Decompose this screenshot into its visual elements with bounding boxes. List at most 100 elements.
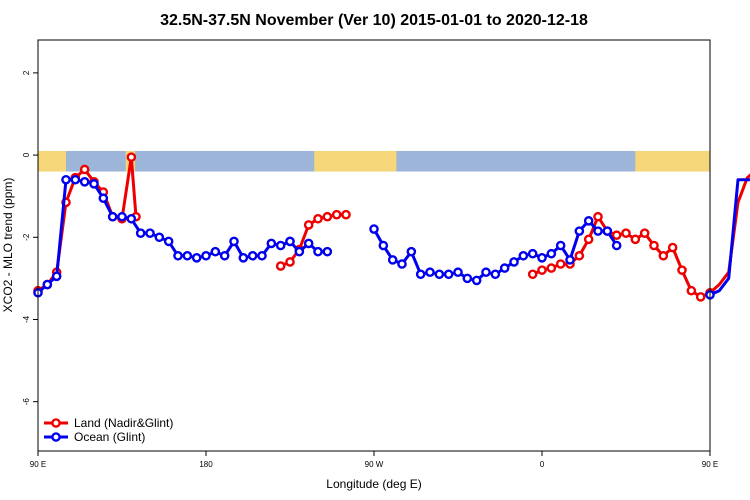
legend-marker	[51, 418, 61, 428]
x-tick-label: 90 E	[30, 460, 46, 469]
data-point	[425, 267, 435, 278]
data-point	[322, 246, 333, 257]
data-point	[70, 174, 81, 185]
data-point	[481, 267, 491, 278]
data-point	[275, 240, 286, 251]
data-point	[387, 255, 398, 265]
y-axis: 2 0 -2 -4 -6	[22, 70, 38, 405]
data-point	[593, 226, 603, 236]
x-tick-label: 0	[540, 460, 545, 469]
data-point	[89, 179, 99, 189]
y-axis-label: XCO2 - MLO trend (ppm)	[1, 178, 15, 313]
legend: Land (Nadir&Glint)Ocean (Glint)	[44, 416, 173, 444]
data-point	[79, 164, 90, 175]
y-tick-label: 0	[22, 152, 31, 157]
data-point	[126, 152, 137, 162]
data-point	[61, 174, 71, 185]
land-band-0	[38, 150, 66, 172]
y-tick-label: 2	[22, 70, 31, 75]
data-point	[527, 248, 538, 259]
data-point	[210, 246, 221, 257]
data-point	[667, 242, 678, 253]
data-point	[331, 209, 342, 220]
x-axis: 90 E 180 90 W 0 90 E	[30, 451, 718, 469]
data-point	[154, 232, 165, 243]
data-point	[285, 257, 295, 267]
data-point	[285, 236, 295, 247]
x-tick-label: 180	[199, 460, 213, 469]
data-point	[490, 269, 501, 280]
data-point	[98, 193, 109, 204]
data-point	[639, 228, 650, 238]
data-point	[546, 263, 557, 273]
y-tick-label: -6	[22, 398, 31, 406]
data-point	[583, 234, 594, 245]
data-point	[275, 261, 286, 271]
data-point	[546, 248, 557, 259]
land-band-2	[314, 150, 397, 172]
data-point	[42, 279, 53, 290]
data-point	[163, 236, 174, 247]
data-point	[201, 250, 211, 261]
data-point	[565, 255, 575, 265]
data-point	[415, 269, 426, 280]
data-point	[518, 250, 529, 261]
map-strip	[38, 150, 710, 172]
data-point	[602, 226, 613, 236]
legend-label: Ocean (Glint)	[74, 430, 145, 444]
data-point	[247, 250, 258, 261]
data-point	[341, 209, 351, 220]
data-point	[574, 250, 585, 261]
series-land	[33, 152, 750, 302]
data-point	[537, 265, 547, 275]
data-point	[630, 234, 641, 245]
data-point	[593, 211, 603, 222]
data-point	[555, 259, 566, 269]
legend-marker	[51, 432, 61, 442]
data-point	[294, 246, 305, 257]
data-point	[677, 265, 687, 275]
legend-label: Land (Nadir&Glint)	[74, 416, 173, 430]
data-point	[649, 240, 659, 251]
y-tick-label: -4	[22, 315, 31, 323]
x-axis-label: Longitude (deg E)	[326, 477, 421, 491]
series-line	[709, 178, 750, 297]
land-band-3	[635, 150, 710, 172]
data-point	[462, 273, 473, 284]
data-point	[135, 228, 146, 238]
data-point	[583, 216, 594, 226]
data-point	[229, 236, 239, 247]
data-point	[621, 228, 631, 238]
data-point	[313, 213, 323, 224]
x-tick-label: 90 W	[365, 460, 384, 469]
data-point	[397, 259, 407, 269]
data-point	[443, 269, 454, 280]
data-point	[126, 213, 137, 224]
data-point	[369, 224, 379, 234]
data-point	[555, 240, 566, 251]
data-point	[303, 220, 314, 230]
data-point	[378, 240, 389, 251]
data-point	[471, 275, 482, 286]
data-point	[611, 230, 622, 241]
data-point	[51, 271, 62, 282]
data-point	[303, 238, 314, 249]
data-point	[145, 228, 155, 238]
data-point	[509, 257, 519, 267]
data-point	[173, 250, 183, 261]
data-point	[191, 253, 202, 263]
data-point	[611, 240, 622, 251]
y-tick-label: -2	[22, 233, 31, 241]
data-point	[219, 250, 230, 261]
data-point	[527, 269, 538, 280]
data-point	[406, 246, 417, 257]
data-point	[117, 211, 127, 222]
data-point	[107, 211, 118, 222]
series-ocean	[33, 174, 750, 300]
chart-title: 32.5N-37.5N November (Ver 10) 2015-01-01…	[160, 12, 588, 29]
data-point	[322, 211, 333, 222]
data-point	[257, 250, 267, 261]
data-point	[686, 285, 697, 296]
data-point	[79, 176, 90, 187]
